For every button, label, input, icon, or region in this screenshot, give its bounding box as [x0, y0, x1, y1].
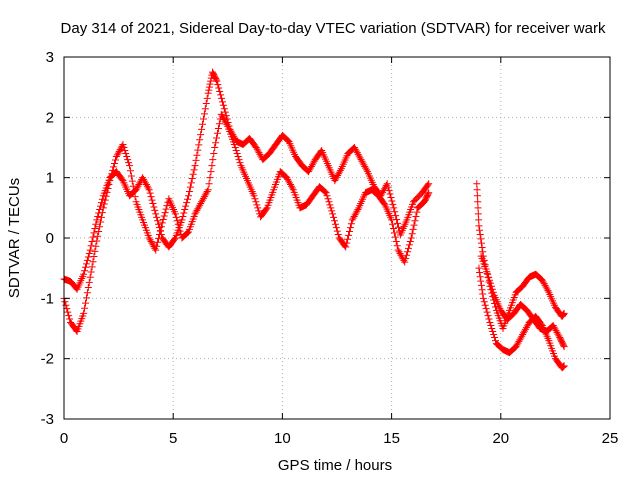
x-tick-label: 20: [492, 430, 509, 447]
y-tick-label: -3: [41, 411, 54, 428]
data-points: [60, 68, 568, 372]
y-tick-label: 3: [46, 49, 54, 66]
y-tick-label: 1: [46, 170, 54, 187]
x-tick-label: 10: [274, 430, 291, 447]
y-tick-label: 2: [46, 109, 54, 126]
x-tick-label: 25: [602, 430, 619, 447]
series-trace-e: [477, 252, 568, 351]
x-tick-label: 5: [169, 430, 177, 447]
chart-title: Day 314 of 2021, Sidereal Day-to-day VTE…: [61, 20, 606, 37]
y-tick-label: 0: [46, 230, 54, 247]
x-axis-label: GPS time / hours: [278, 457, 392, 474]
x-tick-label: 0: [60, 430, 68, 447]
y-axis-label: SDTVAR / TECUs: [6, 178, 23, 298]
data-point-markers: [477, 252, 568, 351]
y-tick-label: -2: [41, 351, 54, 368]
data-point-markers: [475, 264, 568, 372]
series-trace-d: [475, 264, 568, 372]
y-tick-label: -1: [41, 290, 54, 307]
data-point-markers: [473, 180, 568, 332]
ticks: 0 5 10 15 20 25 -3 -2 -1 0 1 2 3: [41, 49, 619, 447]
series-trace-c: [473, 180, 568, 332]
x-tick-label: 15: [383, 430, 400, 447]
